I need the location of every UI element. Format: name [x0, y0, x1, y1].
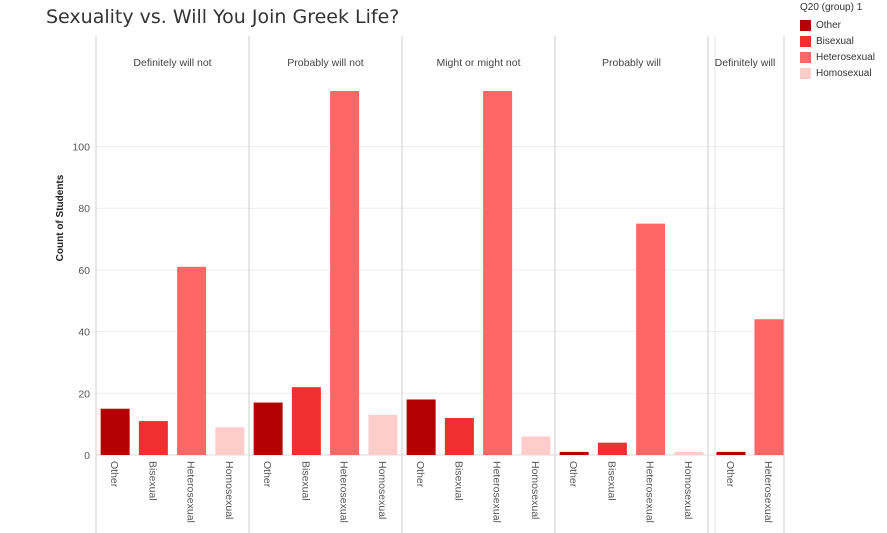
bar-other[interactable]	[100, 408, 130, 455]
legend-item-other[interactable]: Other	[800, 17, 875, 33]
legend-item-heterosexual[interactable]: Heterosexual	[800, 49, 875, 65]
x-tick-label: Other	[261, 461, 273, 488]
legend-title: Q20 (group) 1	[800, 2, 863, 13]
bar-homosexual[interactable]	[215, 427, 245, 455]
legend-swatch	[800, 35, 811, 47]
bar-bisexual[interactable]	[291, 387, 321, 455]
legend-swatch	[800, 19, 811, 31]
x-tick-label: Bisexual	[452, 461, 464, 501]
bar-bisexual[interactable]	[444, 417, 474, 455]
x-tick-label: Homosexual	[682, 461, 694, 519]
panel-title: Definitely will	[715, 57, 776, 69]
x-tick-label: Other	[414, 461, 426, 488]
bar-homosexual[interactable]	[521, 436, 551, 455]
bar-other[interactable]	[406, 399, 436, 455]
legend-label: Other	[816, 19, 842, 31]
bar-heterosexual[interactable]	[330, 91, 360, 455]
y-tick-label: 0	[84, 450, 90, 462]
legend-label: Bisexual	[816, 35, 854, 47]
panel-title: Probably will	[602, 57, 661, 69]
bar-homosexual[interactable]	[674, 451, 704, 455]
x-tick-label: Homosexual	[223, 461, 235, 519]
bar-heterosexual[interactable]	[636, 223, 666, 455]
bar-heterosexual[interactable]	[483, 91, 513, 455]
y-tick-label: 100	[72, 142, 90, 154]
x-tick-label: Bisexual	[299, 461, 311, 501]
y-tick-label: 20	[78, 388, 90, 400]
bar-other[interactable]	[716, 451, 746, 455]
panel-title: Might or might not	[436, 57, 520, 69]
x-tick-label: Heterosexual	[491, 461, 503, 523]
x-tick-label: Bisexual	[605, 461, 617, 501]
bar-heterosexual[interactable]	[177, 266, 207, 455]
legend-item-homosexual[interactable]: Homosexual	[800, 65, 875, 81]
y-tick-label: 40	[78, 327, 90, 339]
x-tick-label: Heterosexual	[644, 461, 656, 523]
bar-other[interactable]	[253, 402, 283, 455]
x-tick-label: Other	[567, 461, 579, 488]
x-tick-label: Bisexual	[146, 461, 158, 501]
bar-other[interactable]	[559, 451, 589, 455]
x-tick-label: Other	[108, 461, 120, 488]
bar-homosexual[interactable]	[368, 414, 398, 455]
legend: Q20 (group) 1 Other Bisexual Heterosexual H…	[800, 2, 875, 81]
legend-swatch	[800, 67, 811, 79]
grid-layer	[95, 36, 785, 533]
chart-title: Sexuality vs. Will You Join Greek Life?	[46, 6, 400, 28]
x-tick-label: Heterosexual	[338, 461, 350, 523]
bar-bisexual[interactable]	[597, 442, 627, 455]
bar-heterosexual[interactable]	[754, 319, 784, 455]
x-tick-label: Homosexual	[376, 461, 388, 519]
label-layer: 0 20 40 60 80 100 Definitely will not Other Bise…	[72, 57, 775, 523]
y-axis-label: Count of Students	[55, 174, 66, 261]
legend-label: Homosexual	[816, 67, 872, 79]
bar-layer	[100, 91, 784, 455]
panel-title: Probably will not	[287, 57, 364, 69]
x-tick-label: Other	[724, 461, 736, 488]
y-tick-label: 80	[78, 203, 90, 215]
x-tick-label: Heterosexual	[762, 461, 774, 523]
legend-items: Other Bisexual Heterosexual Homosexual	[800, 17, 875, 81]
legend-item-bisexual[interactable]: Bisexual	[800, 33, 875, 49]
x-tick-label: Homosexual	[529, 461, 541, 519]
y-tick-label: 60	[78, 265, 90, 277]
x-tick-label: Heterosexual	[185, 461, 197, 523]
legend-label: Heterosexual	[816, 51, 875, 63]
panel-title: Definitely will not	[133, 57, 211, 69]
bar-bisexual[interactable]	[138, 421, 168, 455]
legend-swatch	[800, 51, 811, 63]
